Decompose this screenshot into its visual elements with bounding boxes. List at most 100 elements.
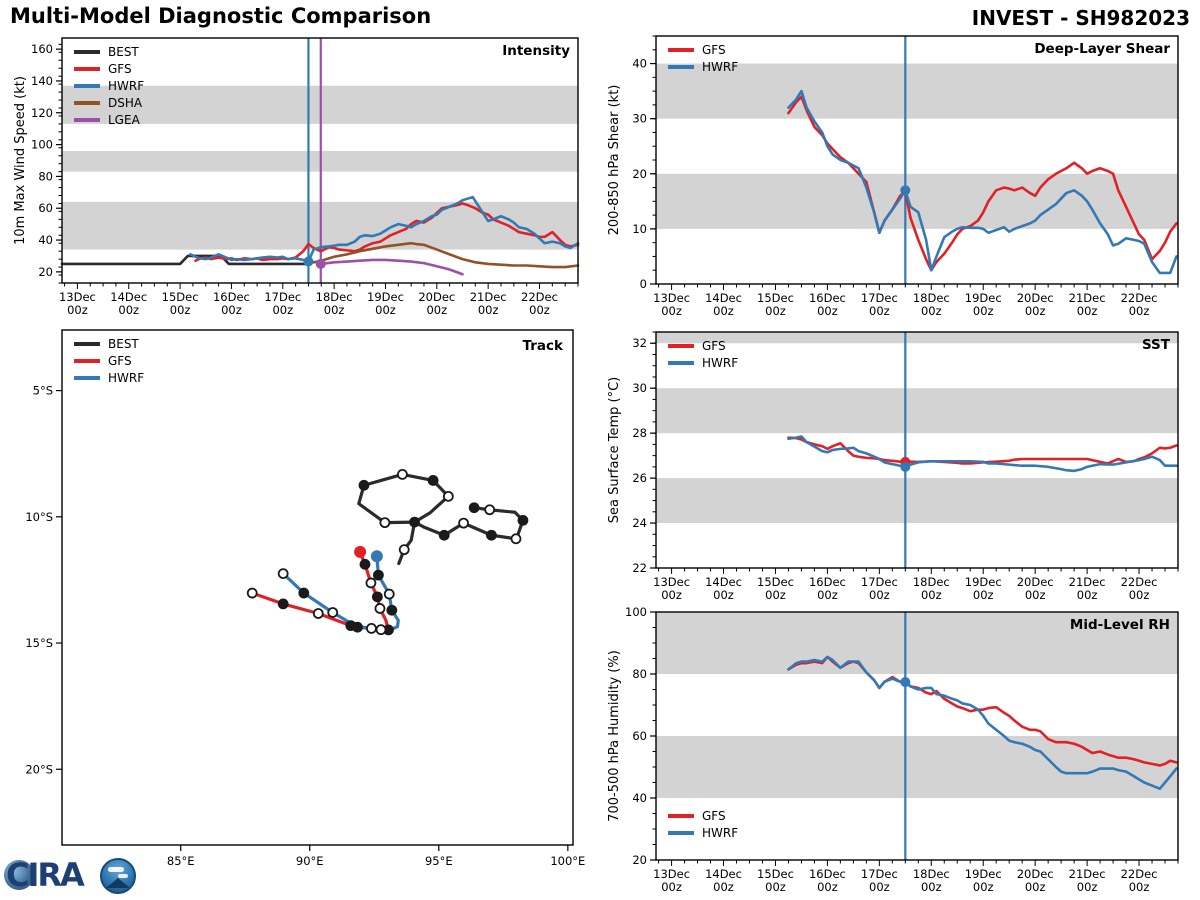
y-tick-label: 20 <box>632 853 647 867</box>
track-position-marker <box>383 588 395 600</box>
x-tick-hour-label: 00z <box>921 880 942 894</box>
x-tick-label: 18Dec <box>913 867 950 881</box>
x-tick-hour-label: 00z <box>1077 880 1098 894</box>
lat-tick-label: 10°S <box>25 510 53 524</box>
x-tick-hour-label: 00z <box>661 880 682 894</box>
x-tick-hour-label: 00z <box>221 303 242 317</box>
track-init-dot-hwrf <box>370 550 383 563</box>
x-tick-label: 19Dec <box>965 867 1002 881</box>
x-tick-hour-label: 00z <box>921 304 942 318</box>
y-tick-label: 120 <box>31 106 53 120</box>
track-position-marker <box>246 587 258 599</box>
legend-label: BEST <box>108 337 139 351</box>
x-tick-label: 14Dec <box>110 290 147 304</box>
x-tick-label: 17Dec <box>264 290 301 304</box>
plot-border <box>61 329 574 846</box>
x-tick-label: 20Dec <box>1017 867 1054 881</box>
track-position-marker <box>517 514 529 526</box>
shaded-band <box>656 332 1178 344</box>
x-tick-label: 19Dec <box>367 290 404 304</box>
cira-logo-text: CIRA <box>6 856 85 894</box>
intensity-title: Intensity <box>502 43 570 59</box>
legend-label: GFS <box>702 809 726 823</box>
sst-ylabel: Sea Surface Temp (°C) <box>607 377 622 524</box>
lon-tick-label: 85°E <box>167 854 195 868</box>
legend-label: LGEA <box>108 113 141 127</box>
x-tick-hour-label: 00z <box>713 880 734 894</box>
track-position-marker <box>409 516 420 528</box>
shaded-band <box>656 478 1178 524</box>
x-tick-label: 21Dec <box>1069 291 1106 305</box>
intensity-series-dsha <box>312 241 580 269</box>
x-tick-hour-label: 00z <box>661 304 682 318</box>
rh-panel: 13Dec00z14Dec00z15Dec00z16Dec00z17Dec00z… <box>607 605 1179 894</box>
x-tick-hour-label: 00z <box>765 304 786 318</box>
x-tick-label: 13Dec <box>653 867 690 881</box>
x-tick-hour-label: 00z <box>713 304 734 318</box>
intensity-series-lgea <box>319 258 464 276</box>
track-position-marker <box>486 529 497 541</box>
rh-title: Mid-Level RH <box>1070 617 1170 633</box>
x-tick-hour-label: 00z <box>817 880 838 894</box>
y-tick-label: 40 <box>632 57 647 71</box>
track-position-marker <box>352 621 363 633</box>
sst-series-gfs <box>787 436 1178 465</box>
x-tick-label: 13Dec <box>653 291 690 305</box>
track-position-marker <box>327 607 339 618</box>
track-position-marker <box>458 517 469 529</box>
x-tick-hour-label: 00z <box>1129 880 1150 894</box>
x-tick-label: 13Dec <box>653 575 690 589</box>
x-tick-hour-label: 00z <box>375 303 396 317</box>
y-tick-label: 22 <box>632 561 647 575</box>
track-position-marker <box>427 475 439 486</box>
y-tick-label: 28 <box>632 426 647 440</box>
lon-tick-label: 95°E <box>425 854 453 868</box>
x-tick-label: 22Dec <box>1121 291 1158 305</box>
track-position-marker <box>277 568 289 580</box>
rh-ylabel: 700-500 hPa Humidity (%) <box>607 650 622 822</box>
x-tick-label: 18Dec <box>316 290 353 304</box>
globe-icon <box>4 860 34 890</box>
y-tick-label: 26 <box>632 471 647 485</box>
x-tick-label: 21Dec <box>1069 575 1106 589</box>
track-position-marker <box>375 624 387 636</box>
x-tick-hour-label: 00z <box>869 880 890 894</box>
plot-border <box>655 331 1179 569</box>
track-position-marker <box>379 517 391 529</box>
track-position-marker <box>312 608 324 619</box>
shear-ylabel: 200-850 hPa Shear (kt) <box>607 85 622 236</box>
x-tick-hour-label: 00z <box>478 303 499 317</box>
legend-label: HWRF <box>108 79 144 93</box>
shear-panel: 13Dec00z14Dec00z15Dec00z16Dec00z17Dec00z… <box>607 35 1179 318</box>
lat-tick-label: 5°S <box>33 384 53 398</box>
x-tick-label: 15Dec <box>757 575 794 589</box>
x-tick-hour-label: 00z <box>1129 304 1150 318</box>
x-tick-label: 13Dec <box>59 290 96 304</box>
x-tick-hour-label: 00z <box>765 588 786 602</box>
lat-tick-label: 15°S <box>25 636 53 650</box>
lat-tick-label: 20°S <box>25 762 53 776</box>
rh-series-hwrf <box>787 655 1178 791</box>
track-position-marker <box>438 529 450 541</box>
x-tick-label: 20Dec <box>1017 575 1054 589</box>
lon-tick-label: 90°E <box>296 854 324 868</box>
shear-title: Deep-Layer Shear <box>1034 41 1170 57</box>
y-tick-label: 24 <box>632 516 647 530</box>
shear-series-hwrf <box>787 89 1178 275</box>
plot-border <box>61 37 579 284</box>
y-tick-label: 20 <box>632 167 647 181</box>
sst-panel: 13Dec00z14Dec00z15Dec00z16Dec00z17Dec00z… <box>607 331 1179 602</box>
x-tick-label: 16Dec <box>213 290 250 304</box>
y-tick-label: 160 <box>31 42 53 56</box>
intensity-series-hwrf <box>189 195 580 263</box>
x-tick-label: 22Dec <box>521 290 558 304</box>
x-tick-hour-label: 00z <box>118 303 139 317</box>
track-position-marker <box>484 504 496 516</box>
x-tick-hour-label: 00z <box>1025 588 1046 602</box>
x-tick-label: 16Dec <box>809 575 846 589</box>
track-position-marker <box>468 502 480 514</box>
x-tick-hour-label: 00z <box>1025 304 1046 318</box>
shaded-band <box>656 173 1178 229</box>
